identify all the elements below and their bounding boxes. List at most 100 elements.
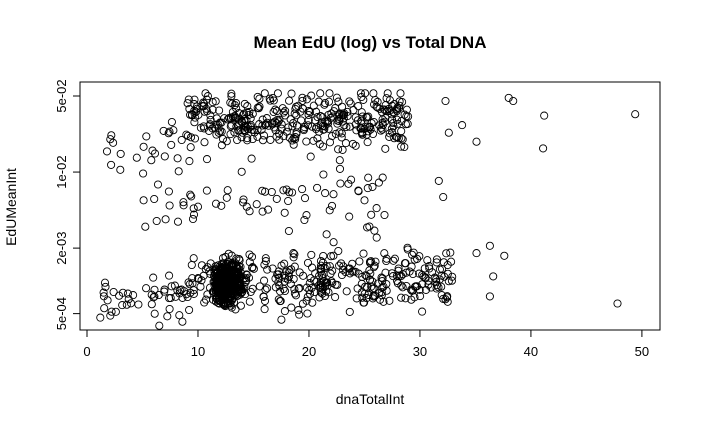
data-point — [189, 210, 199, 219]
x-axis: 0 10 20 30 40 50 — [83, 329, 649, 359]
data-point — [363, 113, 372, 122]
data-point — [103, 296, 112, 305]
data-point — [443, 260, 452, 270]
data-point — [347, 175, 356, 184]
data-point — [248, 263, 257, 272]
x-tick-label: 10 — [191, 344, 205, 359]
data-point — [167, 282, 176, 291]
data-point — [335, 164, 345, 173]
data-point — [357, 108, 366, 117]
data-point — [124, 295, 133, 304]
data-point — [390, 134, 399, 143]
data-point — [365, 257, 375, 266]
data-point — [167, 140, 176, 149]
data-point — [285, 133, 294, 142]
data-point — [287, 89, 296, 98]
data-point — [295, 310, 304, 319]
data-point — [366, 122, 375, 131]
data-point — [227, 92, 236, 101]
data-point — [265, 94, 274, 103]
data-point — [196, 282, 205, 291]
data-point — [329, 190, 338, 199]
data-point — [183, 131, 192, 140]
data-point — [170, 281, 179, 290]
data-point — [395, 97, 404, 106]
data-point — [377, 273, 386, 282]
data-point — [230, 111, 239, 121]
data-point — [190, 118, 199, 127]
data-point — [381, 144, 390, 153]
y-tick-label: 5e-04 — [54, 297, 69, 330]
data-point — [441, 96, 450, 106]
data-point — [354, 102, 363, 111]
data-point — [161, 215, 170, 224]
data-point — [149, 273, 158, 282]
data-point — [297, 116, 306, 125]
data-point — [281, 106, 290, 115]
x-tick-label: 0 — [83, 344, 90, 359]
data-point — [227, 121, 236, 130]
data-point — [439, 294, 448, 303]
x-tick-label: 30 — [413, 344, 427, 359]
data-point — [272, 194, 281, 203]
data-point — [279, 132, 288, 141]
data-point — [201, 89, 210, 98]
data-point — [382, 279, 391, 289]
data-point — [313, 134, 322, 143]
data-point — [261, 257, 270, 266]
data-point — [248, 284, 257, 293]
data-point — [111, 307, 120, 316]
data-point — [334, 97, 343, 106]
data-point — [217, 287, 226, 296]
data-point — [165, 127, 174, 136]
data-point — [310, 116, 320, 125]
data-point — [290, 285, 299, 294]
data-point — [123, 289, 132, 298]
data-point — [336, 179, 345, 188]
data-point — [247, 154, 256, 163]
data-point — [242, 116, 251, 125]
data-point — [472, 137, 481, 146]
data-point — [489, 272, 498, 281]
x-axis-label: dnaTotalInt — [336, 391, 405, 407]
data-point — [260, 296, 270, 306]
data-point — [215, 296, 224, 306]
data-point — [166, 293, 175, 303]
data-point — [240, 99, 249, 108]
data-point — [206, 115, 215, 124]
data-point — [187, 260, 196, 270]
data-point — [410, 293, 419, 302]
data-point — [352, 126, 361, 135]
data-point — [239, 195, 248, 204]
data-point — [159, 126, 168, 135]
data-point — [390, 254, 399, 263]
data-point — [368, 182, 377, 191]
data-point — [163, 312, 172, 321]
data-point — [333, 119, 342, 128]
data-point — [260, 305, 269, 314]
data-point — [408, 250, 417, 259]
data-point — [444, 128, 453, 137]
data-point — [309, 136, 318, 145]
data-point — [308, 298, 317, 307]
data-point — [377, 288, 386, 297]
data-point — [345, 212, 354, 221]
data-point — [259, 292, 268, 301]
data-point — [197, 276, 206, 285]
data-point — [200, 99, 209, 108]
data-point — [250, 128, 259, 137]
data-point — [298, 93, 307, 102]
data-point — [261, 254, 270, 263]
data-point — [193, 202, 203, 211]
data-point — [266, 135, 275, 144]
data-point — [317, 279, 326, 288]
data-point — [398, 283, 407, 292]
data-point — [403, 119, 412, 128]
data-point — [423, 256, 432, 265]
data-point — [346, 99, 355, 108]
data-point — [236, 268, 245, 277]
data-point — [337, 129, 346, 138]
data-point — [175, 311, 184, 320]
data-point — [223, 186, 232, 195]
data-point — [424, 276, 433, 285]
